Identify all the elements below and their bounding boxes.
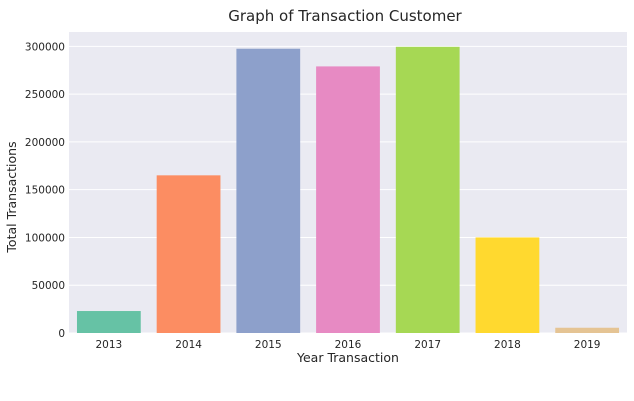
y-axis-ticks: 0 50000 100000 150000 200000 250000 300000 (25, 41, 65, 340)
x-axis-ticks: 2013 2014 2015 2016 2017 2018 2019 (95, 339, 600, 351)
y-tick-label: 300000 (25, 41, 65, 53)
x-axis-label: Year Transaction (296, 350, 399, 365)
y-tick-label: 250000 (25, 89, 65, 101)
y-axis-label: Total Transactions (4, 141, 19, 253)
x-tick-label: 2013 (95, 339, 122, 351)
bar-2015 (236, 48, 301, 333)
x-tick-label: 2014 (175, 339, 202, 351)
bar-2019 (555, 327, 620, 333)
bar-2014 (156, 175, 221, 333)
bar-2013 (76, 311, 141, 333)
x-tick-label: 2017 (414, 339, 441, 351)
x-tick-label: 2018 (494, 339, 521, 351)
y-tick-label: 0 (58, 328, 65, 340)
y-tick-label: 100000 (25, 232, 65, 244)
y-tick-label: 50000 (32, 280, 65, 292)
chart-title: Graph of Transaction Customer (228, 7, 462, 25)
y-tick-label: 200000 (25, 137, 65, 149)
bar-2016 (316, 66, 380, 334)
x-tick-label: 2019 (574, 339, 601, 351)
y-tick-label: 150000 (25, 185, 65, 197)
x-tick-label: 2016 (335, 339, 362, 351)
bars (76, 46, 620, 334)
bar-2018 (475, 237, 540, 333)
x-tick-label: 2015 (255, 339, 282, 351)
bar-2017 (395, 46, 460, 334)
